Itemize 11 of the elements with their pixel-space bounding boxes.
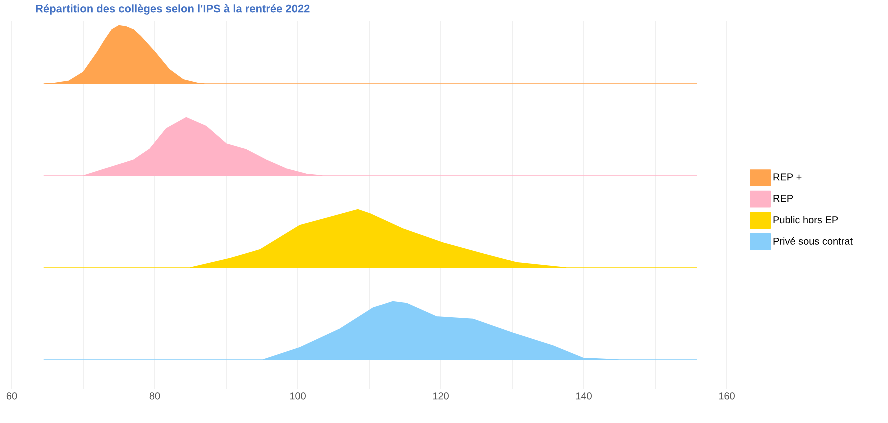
x-tick-label: 120	[433, 392, 449, 400]
chart-title: Répartition des collèges selon l'IPS à la rentrée 2022	[36, 4, 310, 15]
x-tick-label: 80	[150, 392, 160, 400]
legend-label: Public hors EP	[774, 216, 838, 224]
legend-label: REP	[774, 195, 794, 202]
legend-label: REP +	[774, 174, 802, 181]
x-tick-label: 160	[719, 392, 735, 400]
x-tick-label: 100	[290, 392, 306, 400]
legend-label: Privé sous contrat	[774, 237, 853, 245]
x-tick-label: 60	[6, 392, 18, 400]
x-tick-label: 140	[576, 392, 592, 400]
